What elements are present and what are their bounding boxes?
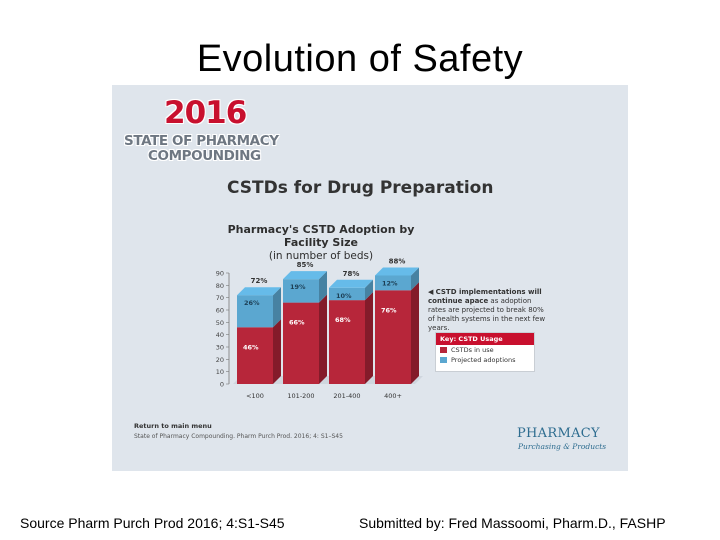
panel-heading: CSTDs for Drug Preparation [227,178,494,198]
data-label-total: 72% [251,277,268,285]
bar-side-projected [411,267,419,291]
chart-annotation: ◀ CSTD implementations will continue apa… [428,288,546,333]
data-label-in-use: 68% [335,316,351,324]
annotation-arrow-icon: ◀ [428,288,436,296]
y-tick-label: 60 [216,307,224,315]
citation-text: State of Pharmacy Compounding. Pharm Pur… [134,433,343,440]
data-label-projected: 10% [336,292,352,300]
data-label-in-use: 66% [289,319,305,327]
bar-top [237,287,281,296]
bar-top [375,267,419,276]
x-tick-label: <100 [246,392,264,400]
brand-logo-text: PHARMACY [517,426,600,441]
bar-side-projected [273,287,281,328]
data-label-projected: 26% [244,299,260,307]
legend-title: Key: CSTD Usage [436,333,534,345]
data-label-projected: 12% [382,279,398,287]
legend-item-in-use: CSTDs in use [436,345,534,355]
brand-logo-subtext: Purchasing & Products [518,442,607,451]
data-label-total: 85% [297,261,314,269]
y-tick-label: 50 [216,319,224,327]
footer-source: Source Pharm Purch Prod 2016; 4:S1-S45 [20,515,285,531]
legend-item-projected: Projected adoptions [436,355,534,365]
x-tick-label: 101-200 [287,392,314,400]
data-label-in-use: 76% [381,306,397,314]
data-label-total: 78% [343,270,360,278]
bar-side-in-use [273,319,281,384]
x-tick-label: 400+ [384,392,402,400]
footer-submitted-by: Submitted by: Fred Massoomi, Pharm.D., F… [359,515,666,531]
return-to-main-menu-link[interactable]: Return to main menu [134,422,212,430]
bar-in-use [375,290,411,384]
bar-in-use [237,327,273,384]
legend-label-projected: Projected adoptions [451,356,516,364]
legend-swatch-projected [440,357,447,363]
stacked-bar-chart: 0 10 20 30 40 50 60 70 80 90 46% 26% 72% <100 66% 19% 85… [216,257,423,400]
y-tick-label: 10 [216,368,224,376]
data-label-projected: 19% [290,283,306,291]
y-tick-label: 0 [220,381,224,389]
bar-top [329,279,373,288]
bar-side-in-use [319,294,327,384]
y-tick-label: 70 [216,294,224,302]
chart-legend: Key: CSTD Usage CSTDs in use Projected a… [435,332,535,372]
chart-title: Pharmacy's CSTD Adoption by Facility Siz… [227,223,415,249]
y-tick-label: 40 [216,331,224,339]
logo-line-1: STATE OF PHARMACY [124,133,279,149]
annotation-bold: CSTD implementations will continue apace [428,288,542,305]
logo-year: 2016 [164,95,247,131]
y-tick-label: 30 [216,344,224,352]
bar-projected [375,275,411,291]
bar-projected [329,287,365,301]
data-label-total: 88% [389,257,406,265]
y-tick-label: 90 [216,270,224,278]
bar-side-in-use [411,282,419,384]
slide-title: Evolution of Safety [196,38,524,80]
bar-in-use [329,300,365,384]
bar-projected [283,279,319,303]
bar-in-use [283,302,319,384]
annotation-rest: as adoption rates are projected to break… [428,297,546,332]
chart-subtitle: (in number of beds) [268,250,374,262]
logo-line-2: COMPOUNDING [148,148,261,164]
legend-swatch-in-use [440,347,447,353]
infographic-panel: 2016 STATE OF PHARMACY COMPOUNDING CSTDs… [112,85,628,471]
data-label-in-use: 46% [243,343,259,351]
bar-side-in-use [365,292,373,384]
legend-label-in-use: CSTDs in use [451,346,494,354]
y-tick-label: 80 [216,282,224,290]
bar-top [283,271,327,280]
bar-side-projected [365,279,373,301]
y-tick-label: 20 [216,356,224,364]
bar-projected [237,295,273,328]
x-tick-label: 201-400 [333,392,360,400]
bar-side-projected [319,271,327,303]
